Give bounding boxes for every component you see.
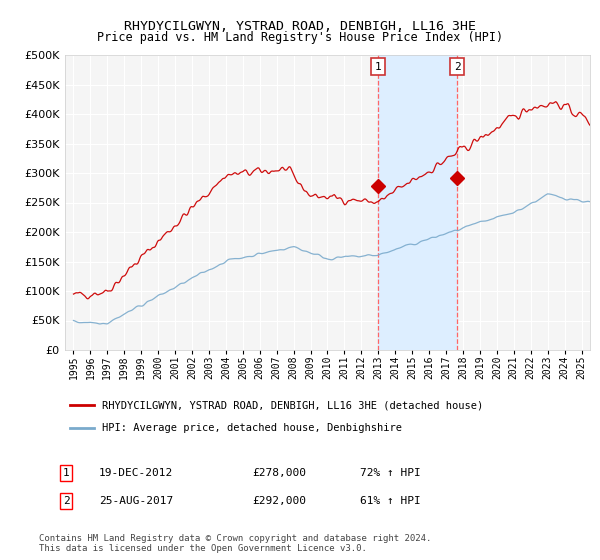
- Text: RHYDYCILGWYN, YSTRAD ROAD, DENBIGH, LL16 3HE (detached house): RHYDYCILGWYN, YSTRAD ROAD, DENBIGH, LL16…: [102, 400, 483, 410]
- Text: 2: 2: [62, 496, 70, 506]
- Bar: [378, 55, 457, 350]
- Text: 1: 1: [62, 468, 70, 478]
- Text: 61% ↑ HPI: 61% ↑ HPI: [360, 496, 421, 506]
- Text: 2: 2: [454, 62, 460, 72]
- Text: RHYDYCILGWYN, YSTRAD ROAD, DENBIGH, LL16 3HE: RHYDYCILGWYN, YSTRAD ROAD, DENBIGH, LL16…: [124, 20, 476, 32]
- Text: 72% ↑ HPI: 72% ↑ HPI: [360, 468, 421, 478]
- Text: Contains HM Land Registry data © Crown copyright and database right 2024.
This d: Contains HM Land Registry data © Crown c…: [39, 534, 431, 553]
- Text: £292,000: £292,000: [252, 496, 306, 506]
- Text: 19-DEC-2012: 19-DEC-2012: [99, 468, 173, 478]
- Text: 25-AUG-2017: 25-AUG-2017: [99, 496, 173, 506]
- Text: Price paid vs. HM Land Registry's House Price Index (HPI): Price paid vs. HM Land Registry's House …: [97, 31, 503, 44]
- Text: 1: 1: [374, 62, 381, 72]
- Text: HPI: Average price, detached house, Denbighshire: HPI: Average price, detached house, Denb…: [102, 423, 402, 433]
- Text: £278,000: £278,000: [252, 468, 306, 478]
